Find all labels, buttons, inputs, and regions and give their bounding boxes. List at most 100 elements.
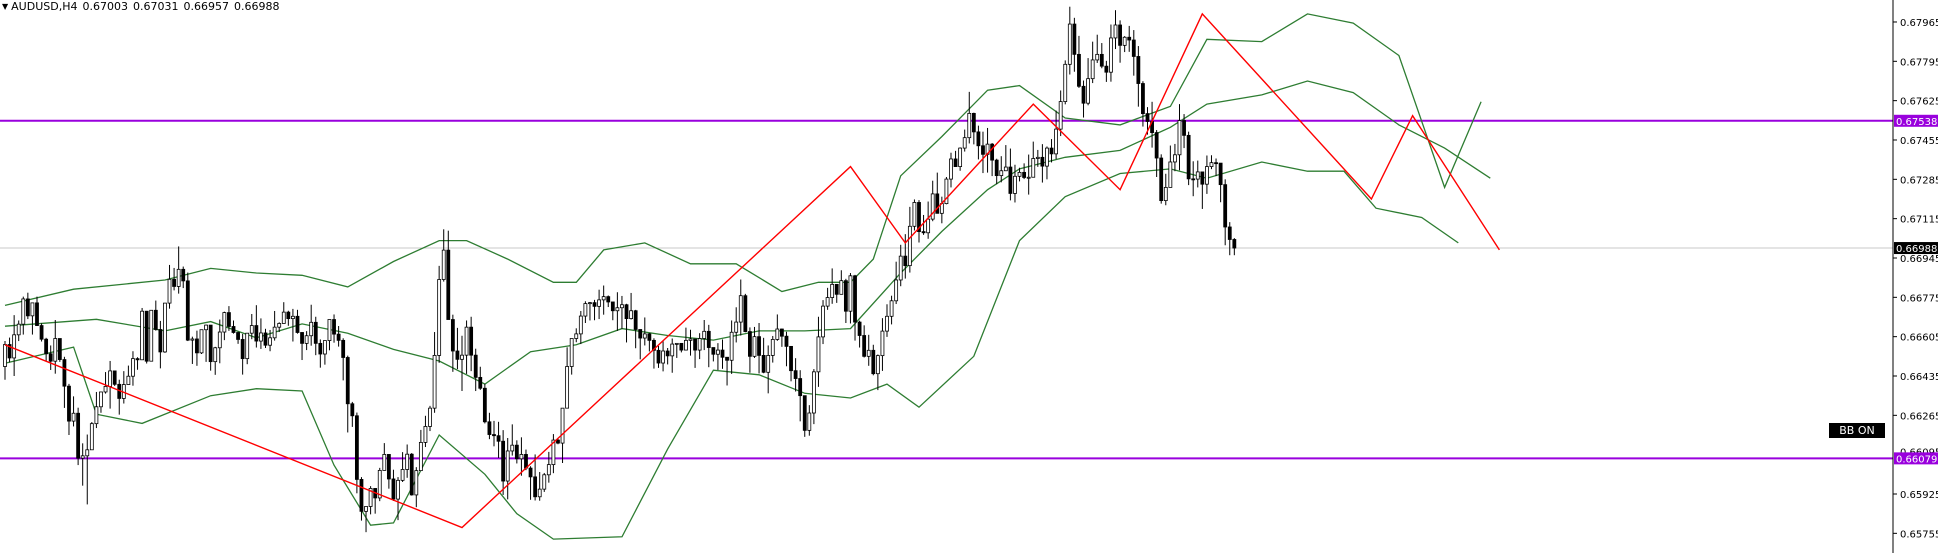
candle-body — [976, 131, 981, 147]
collapse-triangle-icon[interactable]: ▼ — [2, 2, 9, 11]
candle-body — [597, 299, 601, 307]
zigzag-line — [4, 12, 1500, 529]
candle-body — [834, 283, 839, 295]
candle-body — [642, 333, 647, 339]
candle-body — [839, 280, 844, 295]
candle-body — [533, 476, 538, 498]
candle-body — [1040, 156, 1045, 167]
candle-body — [455, 350, 460, 360]
candle-body — [414, 470, 419, 496]
candle-body — [487, 421, 492, 435]
candle-body — [300, 332, 304, 344]
candle-body — [272, 326, 277, 339]
level-price-label-0: 0.67538 — [1896, 117, 1937, 128]
candle-body — [784, 335, 789, 347]
candle-body — [1223, 184, 1228, 228]
candle-body — [697, 338, 702, 351]
candle-body — [601, 296, 606, 301]
candle-body — [971, 112, 976, 133]
candle-body — [236, 332, 240, 340]
candle-body — [807, 412, 812, 431]
candle-body — [53, 338, 58, 362]
candle-body — [821, 305, 825, 338]
candle-body — [1031, 158, 1036, 178]
candle-body — [409, 453, 414, 496]
candle-body — [195, 338, 199, 354]
candle-body — [912, 202, 917, 227]
candle-body — [999, 170, 1004, 177]
candle-body — [94, 406, 99, 425]
candle-body — [738, 295, 743, 323]
candle-body — [126, 375, 131, 385]
candle-body — [386, 454, 391, 480]
candle-body — [176, 268, 181, 287]
candle-body — [318, 342, 323, 355]
candle-body — [615, 307, 620, 312]
candle-body — [131, 358, 135, 377]
candle-body — [1058, 101, 1063, 130]
candle-body — [254, 325, 259, 342]
candle-body — [578, 315, 583, 335]
candle-body — [665, 350, 670, 357]
candle-body — [770, 339, 775, 356]
candle-body — [222, 312, 227, 333]
candle-body — [656, 349, 661, 364]
candle-body — [364, 506, 368, 512]
candle-body — [1035, 156, 1040, 159]
candle-body — [903, 255, 908, 267]
candle-body — [793, 370, 798, 379]
candle-body — [199, 329, 204, 354]
candle-body — [158, 329, 163, 353]
candle-body — [153, 309, 158, 330]
candle-body — [446, 249, 451, 320]
candle-body — [286, 311, 291, 320]
candle-body — [227, 312, 231, 327]
candle-body — [994, 159, 999, 177]
candle-body — [309, 321, 314, 337]
candle-body — [958, 147, 963, 167]
candle-body — [917, 202, 921, 233]
candle-body — [926, 218, 931, 234]
candle-body — [149, 309, 154, 362]
candle-body — [583, 303, 588, 317]
candle-body — [332, 319, 336, 335]
candle-body — [610, 301, 615, 312]
candle-body — [633, 310, 638, 330]
candle-body — [889, 300, 894, 317]
candle-body — [647, 333, 652, 341]
axis-tick-label: 0.67285 — [1900, 175, 1938, 186]
candle-body — [1113, 24, 1118, 39]
candle-body — [1131, 39, 1136, 57]
axis-tick-label: 0.66265 — [1900, 411, 1938, 422]
candle-body — [473, 354, 478, 378]
candle-body — [853, 275, 857, 323]
candle-body — [7, 344, 12, 359]
candle-body — [871, 349, 876, 375]
candle-body — [213, 347, 218, 363]
candle-body — [112, 370, 117, 385]
candle-body — [181, 268, 186, 282]
candle-body — [277, 323, 282, 328]
candle-body — [967, 112, 972, 139]
candle-body — [30, 302, 35, 317]
candle-body — [341, 339, 346, 358]
candle-body — [857, 321, 862, 336]
candle-body — [661, 350, 665, 364]
bb-on-button[interactable]: BB ON — [1829, 423, 1885, 438]
candle-body — [588, 302, 592, 305]
candle-body — [1214, 162, 1218, 165]
candle-body — [144, 310, 149, 362]
candle-body — [460, 354, 464, 360]
candle-body — [437, 279, 442, 356]
candle-body — [907, 225, 912, 267]
candle-body — [629, 310, 633, 320]
candle-body — [1177, 120, 1182, 156]
candle-body — [1077, 53, 1081, 87]
candle-body — [684, 339, 688, 351]
candle-body — [1136, 56, 1141, 84]
candle-body — [140, 310, 145, 361]
candle-body — [1209, 162, 1214, 167]
candle-body — [1072, 23, 1077, 55]
